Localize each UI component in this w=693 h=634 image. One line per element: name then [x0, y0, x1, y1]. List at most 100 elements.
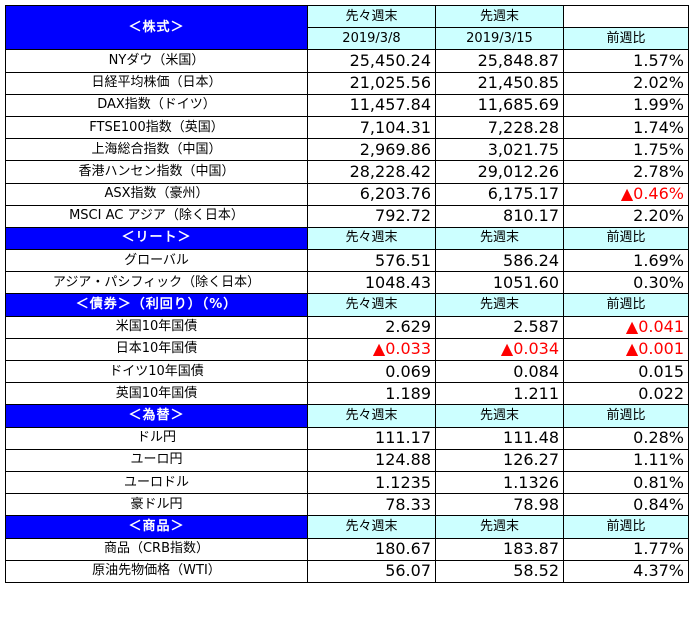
value-curr: 586.24 — [435, 249, 564, 273]
column-header-prev: 先々週末 — [307, 515, 436, 539]
value-curr: 810.17 — [435, 204, 564, 228]
value-change: ▲0.001 — [563, 337, 689, 362]
value-curr: 21,450.85 — [435, 71, 564, 95]
value-prev: 28,228.42 — [307, 160, 436, 184]
row-label: アジア・パシフィック（除く日本） — [5, 271, 308, 295]
value-prev: 124.88 — [307, 448, 436, 472]
column-header-curr: 先週末 — [435, 404, 564, 428]
row-label: 香港ハンセン指数（中国） — [5, 160, 308, 184]
value-curr: 126.27 — [435, 448, 564, 472]
column-header-prev: 先々週末 — [307, 404, 436, 428]
value-change: 0.84% — [563, 493, 689, 517]
column-header-prev: 先々週末 — [307, 226, 436, 251]
value-change: ▲0.041 — [563, 315, 689, 339]
market-table-body: ＜株式＞ 先々週末 先週末 2019/3/8 2019/3/15 前週比 NYダウ（米国） 2… — [5, 4, 689, 583]
value-curr: 111.48 — [435, 426, 564, 450]
value-prev: 11,457.84 — [307, 93, 436, 117]
value-curr: 3,021.75 — [435, 138, 564, 162]
value-change: 4.37% — [563, 559, 689, 583]
value-prev: 792.72 — [307, 204, 436, 228]
section-header-row: ＜債券＞（利回り）（%） 先々週末 先週末 前週比 — [5, 293, 689, 317]
value-change: 1.69% — [563, 249, 689, 273]
section-header-row: ＜為替＞ 先々週末 先週末 前週比 — [5, 404, 689, 428]
column-header-prev: 先々週末 — [307, 293, 436, 317]
section-title: ＜債券＞（利回り）（%） — [5, 293, 308, 317]
value-change: 0.015 — [563, 359, 689, 384]
value-change: 1.74% — [563, 115, 689, 140]
value-prev: 1048.43 — [307, 271, 436, 295]
table-row: 香港ハンセン指数（中国） 28,228.42 29,012.26 2.78% — [5, 160, 689, 184]
column-header-curr: 先週末 — [435, 515, 564, 539]
table-row: アジア・パシフィック（除く日本） 1048.43 1051.60 0.30% — [5, 271, 689, 295]
section-title: ＜リート＞ — [5, 226, 308, 251]
value-prev: 25,450.24 — [307, 49, 436, 73]
column-header-curr: 先週末 — [435, 293, 564, 317]
table-row: 英国10年国債 1.189 1.211 0.022 — [5, 382, 689, 406]
value-prev: 2.629 — [307, 315, 436, 339]
value-prev: 21,025.56 — [307, 71, 436, 95]
column-header-curr: 先週末 — [435, 226, 564, 251]
table-row: 日経平均株価（日本） 21,025.56 21,450.85 2.02% — [5, 71, 689, 95]
row-label: 上海総合指数（中国） — [5, 138, 308, 162]
table-row: 日本10年国債 ▲0.033 ▲0.034 ▲0.001 — [5, 337, 689, 362]
column-header-change: 前週比 — [563, 404, 689, 428]
section-title: ＜商品＞ — [5, 515, 308, 539]
value-change: 2.20% — [563, 204, 689, 228]
value-change: 1.11% — [563, 448, 689, 472]
value-change: 1.57% — [563, 49, 689, 73]
row-label: ドル円 — [5, 426, 308, 450]
value-prev: 2,969.86 — [307, 138, 436, 162]
column-header-prev: 先々週末 — [307, 4, 436, 29]
table-row: ドイツ10年国債 0.069 0.084 0.015 — [5, 359, 689, 384]
value-curr: 78.98 — [435, 493, 564, 517]
value-change: 1.77% — [563, 537, 689, 561]
table-row: 原油先物価格（WTI） 56.07 58.52 4.37% — [5, 559, 689, 583]
column-header-blank — [563, 4, 689, 29]
table-row: ASX指数（豪州） 6,203.76 6,175.17 ▲0.46% — [5, 182, 689, 206]
header-row: ＜株式＞ 先々週末 先週末 — [5, 4, 689, 51]
value-change: 0.30% — [563, 271, 689, 295]
value-curr: 11,685.69 — [435, 93, 564, 117]
table-row: 上海総合指数（中国） 2,969.86 3,021.75 1.75% — [5, 138, 689, 162]
column-header-change: 前週比 — [563, 226, 689, 251]
value-curr: ▲0.034 — [435, 337, 564, 362]
table-row: ユーロ円 124.88 126.27 1.11% — [5, 448, 689, 472]
value-curr: 25,848.87 — [435, 49, 564, 73]
value-prev: 180.67 — [307, 537, 436, 561]
value-prev: 576.51 — [307, 249, 436, 273]
section-title: ＜株式＞ — [5, 4, 308, 51]
date-curr: 2019/3/15 — [435, 27, 564, 51]
value-prev: 1.1235 — [307, 470, 436, 495]
row-label: 商品（CRB指数） — [5, 537, 308, 561]
table-row: ドル円 111.17 111.48 0.28% — [5, 426, 689, 450]
value-change: 0.022 — [563, 382, 689, 406]
table-row: MSCI AC アジア（除く日本） 792.72 810.17 2.20% — [5, 204, 689, 228]
column-header-change: 前週比 — [563, 515, 689, 539]
row-label: 原油先物価格（WTI） — [5, 559, 308, 583]
value-curr: 2.587 — [435, 315, 564, 339]
table-row: 商品（CRB指数） 180.67 183.87 1.77% — [5, 537, 689, 561]
table-row: FTSE100指数（英国） 7,104.31 7,228.28 1.74% — [5, 115, 689, 140]
row-label: FTSE100指数（英国） — [5, 115, 308, 140]
value-prev: 56.07 — [307, 559, 436, 583]
section-header-row: ＜リート＞ 先々週末 先週末 前週比 — [5, 226, 689, 251]
value-change: 0.28% — [563, 426, 689, 450]
row-label: グローバル — [5, 249, 308, 273]
value-change: ▲0.46% — [563, 182, 689, 206]
value-change: 2.02% — [563, 71, 689, 95]
row-label: DAX指数（ドイツ） — [5, 93, 308, 117]
value-curr: 58.52 — [435, 559, 564, 583]
value-change: 1.75% — [563, 138, 689, 162]
row-label: ドイツ10年国債 — [5, 359, 308, 384]
column-header-curr: 先週末 — [435, 4, 564, 29]
value-curr: 0.084 — [435, 359, 564, 384]
value-prev: ▲0.033 — [307, 337, 436, 362]
value-change: 1.99% — [563, 93, 689, 117]
row-label: 日経平均株価（日本） — [5, 71, 308, 95]
row-label: MSCI AC アジア（除く日本） — [5, 204, 308, 228]
section-title: ＜為替＞ — [5, 404, 308, 428]
date-row: 2019/3/8 2019/3/15 前週比 — [6, 27, 689, 51]
row-label: ASX指数（豪州） — [5, 182, 308, 206]
value-prev: 78.33 — [307, 493, 436, 517]
table-row: ユーロドル 1.1235 1.1326 0.81% — [5, 470, 689, 495]
